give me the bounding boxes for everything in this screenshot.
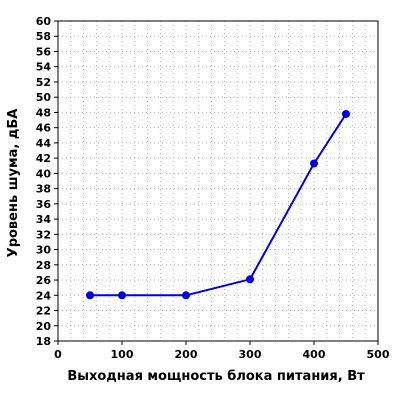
x-axis-title: Выходная мощность блока питания, Вт (67, 369, 365, 384)
y-axis: 18 20 22 24 26 28 30 32 34 36 38 40 42 44 46 48 50 52 54 56… (36, 15, 58, 348)
x-axis: 0 100 200 300 400 500 (54, 341, 390, 361)
x-tick-label: 0 (54, 348, 62, 361)
data-point (310, 159, 318, 168)
y-tick-label: 40 (36, 167, 52, 180)
y-tick-label: 30 (36, 244, 52, 257)
data-point (342, 109, 350, 118)
plot-area-frame (57, 20, 379, 342)
y-tick-label: 48 (36, 106, 51, 119)
y-tick-label: 32 (36, 228, 51, 241)
y-tick-label: 34 (36, 213, 52, 226)
x-tick-label: 500 (367, 348, 390, 361)
y-tick-label: 26 (36, 274, 52, 287)
data-point (182, 291, 190, 300)
y-tick-label: 22 (36, 305, 51, 318)
y-tick-label: 24 (36, 289, 52, 302)
y-tick-label: 52 (36, 76, 51, 89)
y-tick-label: 50 (36, 91, 52, 104)
y-tick-label: 36 (36, 198, 52, 211)
y-tick-label: 54 (36, 61, 52, 74)
y-tick-label: 42 (36, 152, 51, 165)
x-tick-label: 100 (111, 348, 134, 361)
y-tick-label: 44 (36, 137, 52, 150)
data-point (118, 291, 126, 300)
y-tick-label: 18 (36, 335, 51, 348)
x-tick-label: 200 (175, 348, 198, 361)
x-tick-label: 300 (239, 348, 262, 361)
y-tick-label: 38 (36, 183, 51, 196)
x-tick-label: 400 (303, 348, 326, 361)
series-layer (86, 109, 350, 300)
y-tick-label: 46 (36, 122, 52, 135)
grid (58, 21, 378, 341)
data-point (86, 291, 94, 300)
series-line (90, 113, 347, 297)
y-axis-title: Уровень шума, дБА (6, 109, 21, 258)
y-tick-label: 56 (36, 45, 52, 58)
y-tick-label: 28 (36, 259, 51, 272)
data-point (246, 275, 254, 284)
y-tick-label: 58 (36, 30, 51, 43)
y-tick-label: 20 (36, 320, 52, 333)
y-tick-label: 60 (36, 15, 52, 28)
